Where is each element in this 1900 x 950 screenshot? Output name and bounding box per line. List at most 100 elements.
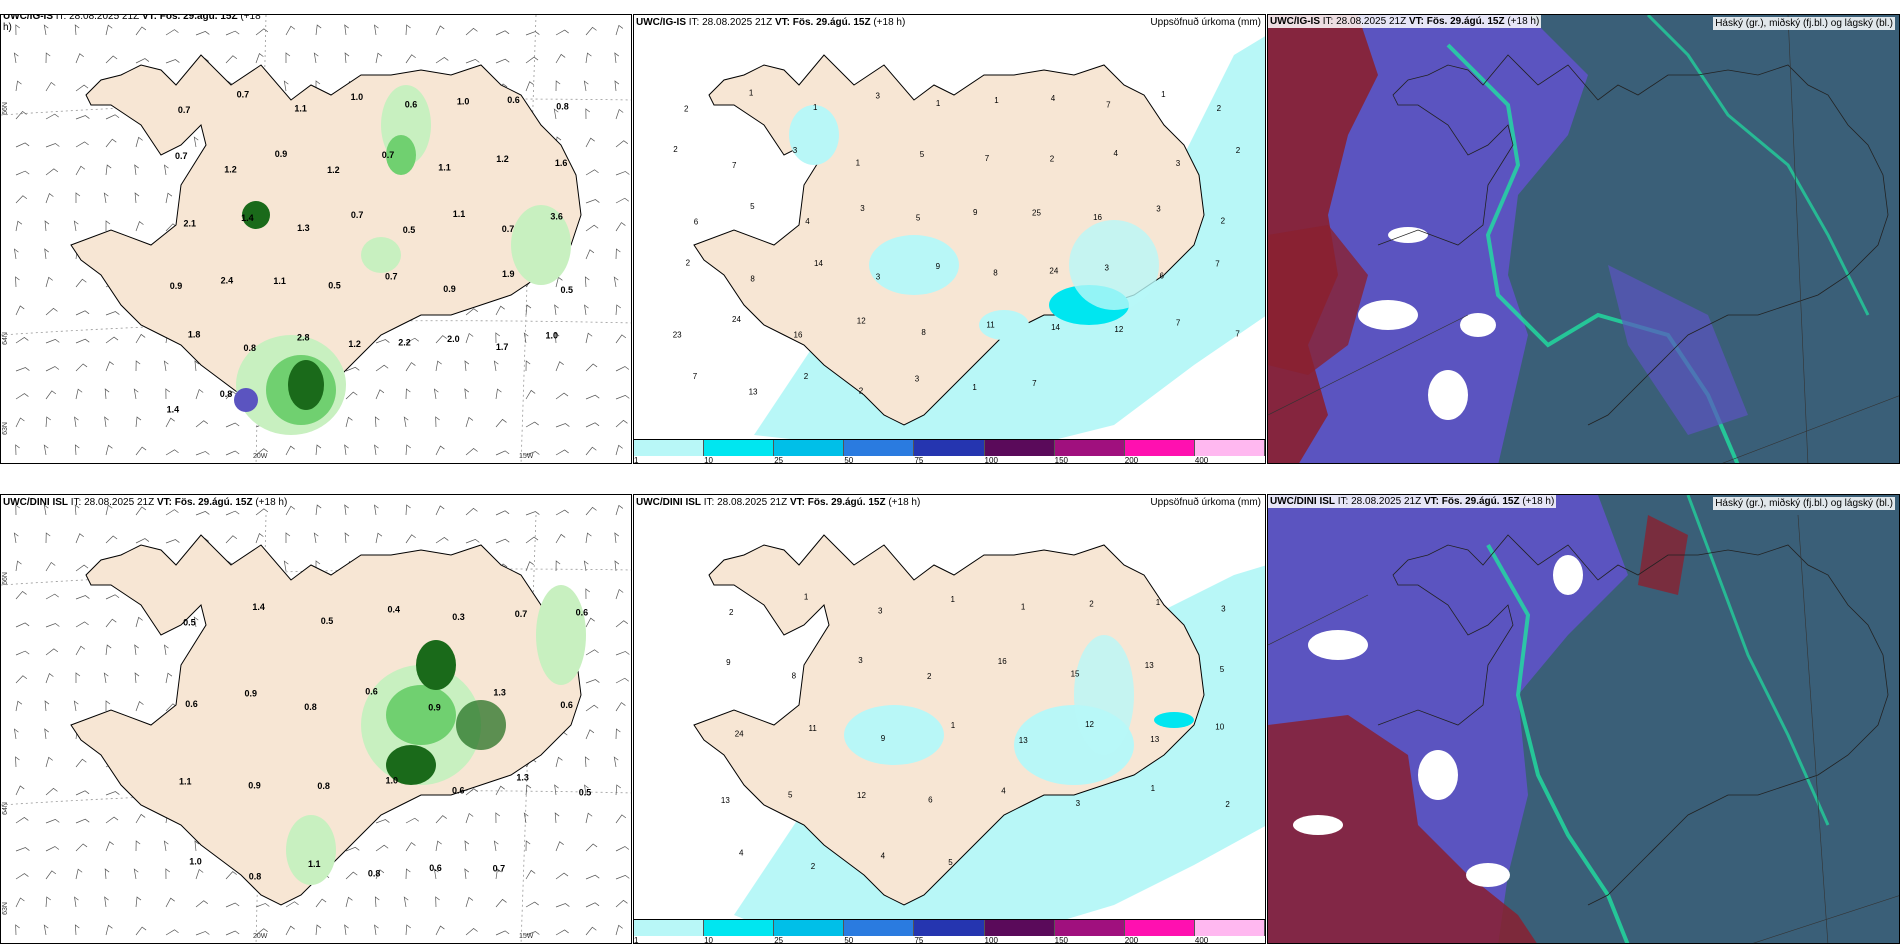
- wind-barb: [105, 444, 113, 456]
- wind-barb: [104, 868, 110, 880]
- precip-value: 6: [694, 218, 699, 227]
- wind-barb: [15, 504, 20, 516]
- wind-barb: [464, 868, 470, 880]
- precip-value: 8: [993, 268, 998, 277]
- precip-value: 0.9: [248, 780, 261, 790]
- lon-label-20w: 20W: [253, 933, 268, 940]
- wind-barb: [135, 926, 147, 936]
- precip-value: 6: [928, 795, 933, 804]
- wind-barb: [615, 728, 621, 740]
- precip-value: 1.0: [546, 330, 559, 340]
- wind-barb: [75, 165, 86, 176]
- wind-barb: [465, 928, 478, 936]
- wind-barb: [495, 418, 507, 428]
- wind-barb: [615, 24, 624, 36]
- precip-value: 1: [1151, 784, 1156, 793]
- wind-barb: [194, 360, 200, 372]
- precip-value: 1: [1156, 598, 1161, 607]
- precip-value: 9: [726, 658, 731, 667]
- precip-value: 7: [1215, 260, 1220, 269]
- precip-value: 16: [998, 657, 1007, 666]
- low-cloud-patch: [1638, 515, 1688, 595]
- colorbar-swatch: [914, 440, 985, 456]
- precip-value: 3: [876, 92, 881, 101]
- precip-value: 0.6: [452, 785, 465, 795]
- lon-label-15w: 15W: [519, 933, 534, 940]
- precip-value: 2: [684, 104, 689, 113]
- wind-barb: [525, 56, 539, 64]
- wind-barb: [15, 367, 30, 372]
- wind-barb: [43, 504, 49, 516]
- precip-value: 7: [1106, 101, 1111, 110]
- precip-value: 1.0: [386, 776, 399, 786]
- wind-barb: [75, 818, 90, 824]
- wind-barb: [375, 869, 385, 880]
- wind-barb: [433, 388, 439, 400]
- panel-top-left-wind-precip: UWC/IG-IS IT: 28.08.2025 21Z VT: Fös. 29…: [0, 14, 632, 464]
- wind-barb: [15, 276, 20, 288]
- wind-barb: [615, 304, 621, 316]
- wind-barb: [555, 449, 569, 456]
- field-title: Uppsöfnuð úrkoma (mm): [1150, 17, 1261, 28]
- panel-header: UWC/DINI ISL IT: 28.08.2025 21Z VT: Fös.…: [636, 497, 920, 508]
- lead-time: (+18 h): [888, 497, 921, 508]
- wind-barb: [44, 728, 49, 740]
- wind-barb: [315, 444, 322, 456]
- wind-barb: [105, 618, 117, 628]
- precip-value: 1.1: [453, 209, 466, 219]
- precip-value: 2.4: [221, 276, 234, 286]
- precip-value: 13: [749, 388, 758, 397]
- precip-value: 8: [792, 671, 797, 680]
- iceland-outline: [1377, 54, 1889, 426]
- wind-barb: [585, 224, 599, 232]
- wind-barb: [255, 508, 269, 516]
- precip-value: 2: [729, 608, 734, 617]
- precip-value: 1: [813, 103, 818, 112]
- colorbar-label: 50: [844, 936, 854, 944]
- wind-barb: [525, 511, 540, 516]
- low-cloud-area: [1268, 715, 1537, 943]
- precip-value: 3: [878, 607, 883, 616]
- wind-barb: [45, 390, 57, 400]
- wind-barb: [45, 168, 59, 176]
- mid-cloud-band: [1608, 265, 1748, 435]
- wind-barb: [225, 391, 237, 400]
- wind-barb: [135, 416, 142, 428]
- wind-barb: [315, 898, 327, 908]
- wind-barb: [74, 924, 80, 936]
- colorbar-swatch: [634, 920, 705, 936]
- init-time: IT: 28.08.2025 21Z: [688, 17, 773, 28]
- wind-barb: [523, 332, 529, 344]
- wind-barb: [45, 648, 59, 656]
- wind-barb: [45, 593, 59, 600]
- iceland-outline: [1377, 534, 1889, 906]
- wind-barb: [615, 702, 626, 712]
- wind-barb: [615, 248, 621, 260]
- wind-barb: [495, 785, 505, 796]
- wind-barb: [135, 26, 147, 36]
- precip-value: 1: [856, 158, 861, 167]
- wind-barb: [75, 758, 87, 768]
- wind-barb: [15, 873, 29, 880]
- precip-value: 10: [1215, 722, 1224, 731]
- wind-barb: [615, 222, 626, 232]
- precip-value: 0.6: [185, 699, 198, 709]
- wind-barb: [105, 55, 118, 64]
- wind-barb: [555, 509, 569, 516]
- wind-barb: [615, 899, 628, 908]
- wind-barb: [75, 564, 89, 572]
- precip-value: 0.6: [429, 863, 442, 873]
- panel-header: UWC/DINI ISL IT: 28.08.2025 21Z VT: Fös.…: [1268, 495, 1557, 508]
- wind-barb: [615, 444, 623, 456]
- wind-barb: [103, 672, 109, 684]
- precip-value: 2: [1225, 800, 1230, 809]
- wind-barb: [45, 416, 51, 428]
- lat-label-66n: 66N: [1, 572, 9, 585]
- precip-value: 5: [920, 150, 925, 159]
- wind-barb: [165, 29, 179, 36]
- wind-barb: [45, 307, 58, 316]
- wind-barb: [433, 868, 439, 880]
- precip-value: 11: [986, 320, 995, 329]
- wind-barb: [135, 896, 142, 908]
